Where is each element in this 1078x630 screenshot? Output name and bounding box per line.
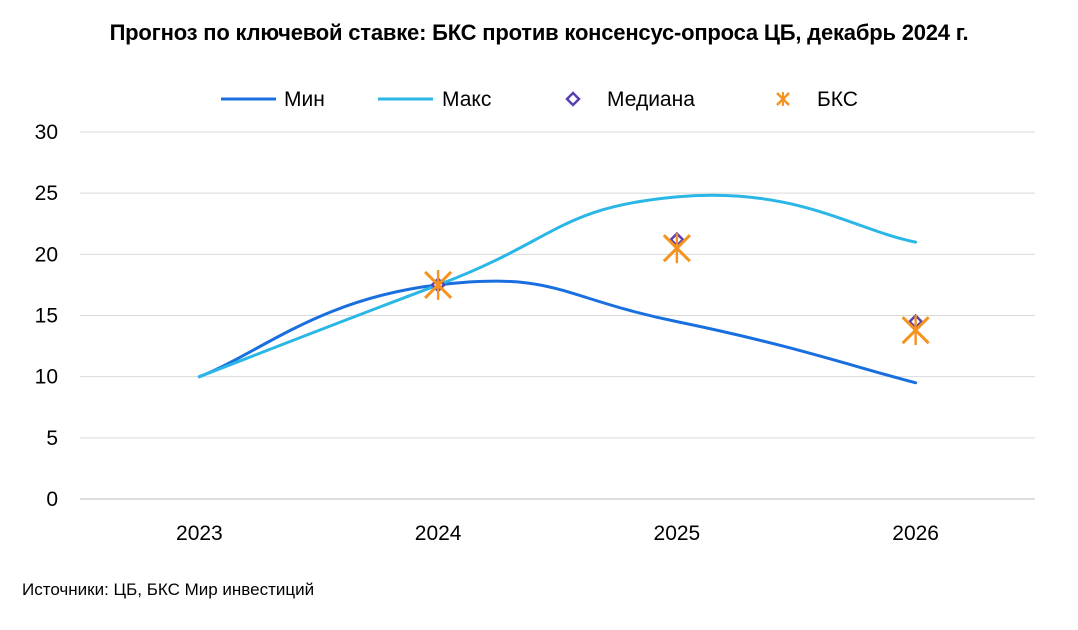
- x-axis: 2023 2024 2025 2026: [176, 522, 939, 545]
- legend-item: Макс: [378, 88, 491, 111]
- series-lines: [197, 193, 918, 385]
- legend-label: Медиана: [607, 88, 695, 111]
- legend-item: Мин: [221, 88, 325, 111]
- legend-item: Медиана: [565, 88, 695, 111]
- y-tick-label: 20: [35, 243, 58, 266]
- legend-swatch: [776, 92, 790, 106]
- y-tick-label: 15: [35, 305, 58, 328]
- legend: Мин Макс Медиана БКС: [221, 88, 858, 111]
- legend-label: Мин: [284, 88, 325, 111]
- x-tick-label: 2026: [892, 522, 939, 545]
- legend-label: БКС: [817, 88, 858, 111]
- y-axis: 0 5 10 15 20 25 30: [35, 121, 58, 511]
- x-tick-label: 2025: [654, 522, 701, 545]
- series-markers: [424, 231, 930, 346]
- bks-point: [424, 269, 453, 300]
- legend-label: Макс: [442, 88, 491, 111]
- chart-title: Прогноз по ключевой ставке: БКС против к…: [109, 20, 969, 45]
- y-tick-label: 25: [35, 182, 58, 205]
- bks-point: [901, 315, 930, 346]
- y-tick-label: 30: [35, 121, 58, 144]
- series-line-Мин: [197, 279, 918, 385]
- source-note: Источники: ЦБ, БКС Мир инвестиций: [22, 580, 315, 599]
- bks-point: [662, 233, 691, 264]
- gridlines: [80, 131, 1035, 500]
- y-tick-label: 5: [46, 427, 58, 450]
- legend-item: БКС: [776, 88, 858, 111]
- x-tick-label: 2023: [176, 522, 223, 545]
- series-line-Макс: [197, 193, 918, 379]
- x-tick-label: 2024: [415, 522, 462, 545]
- legend-swatch: [565, 91, 581, 107]
- y-tick-label: 10: [35, 366, 58, 389]
- y-tick-label: 0: [46, 488, 58, 511]
